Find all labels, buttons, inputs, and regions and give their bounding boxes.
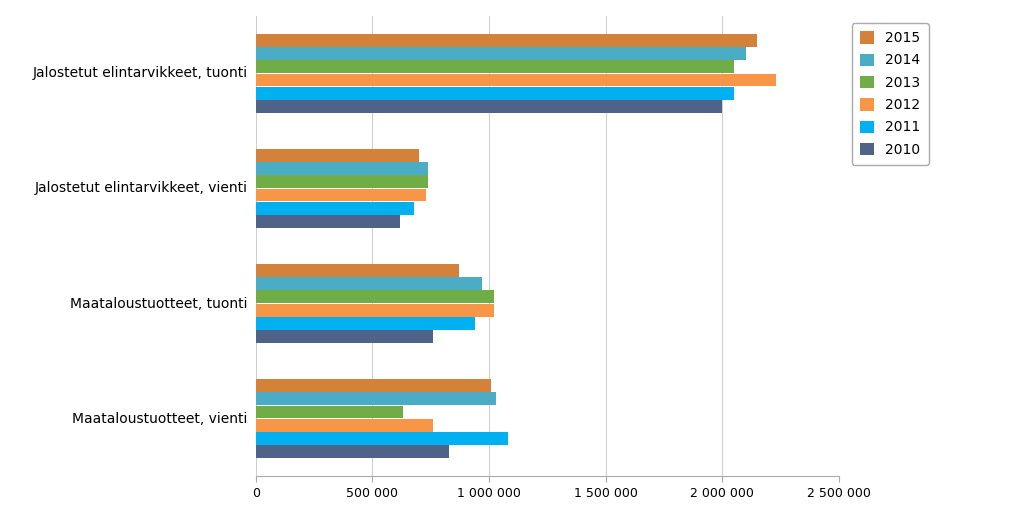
Bar bbox=[256, 393, 496, 405]
Bar bbox=[256, 264, 458, 277]
Bar bbox=[256, 100, 722, 113]
Bar bbox=[256, 290, 494, 303]
Bar bbox=[256, 149, 419, 162]
Bar bbox=[256, 330, 433, 343]
Bar bbox=[256, 406, 403, 418]
Bar bbox=[256, 215, 400, 228]
Bar bbox=[256, 34, 757, 47]
Bar bbox=[256, 47, 746, 60]
Bar bbox=[256, 379, 491, 392]
Bar bbox=[256, 74, 775, 86]
Bar bbox=[256, 304, 494, 316]
Bar bbox=[256, 432, 507, 445]
Bar bbox=[256, 419, 433, 432]
Legend: 2015, 2014, 2013, 2012, 2011, 2010: 2015, 2014, 2013, 2012, 2011, 2010 bbox=[851, 23, 929, 165]
Bar bbox=[256, 60, 733, 73]
Bar bbox=[256, 445, 449, 458]
Bar bbox=[256, 87, 733, 99]
Bar bbox=[256, 189, 426, 202]
Bar bbox=[256, 277, 482, 290]
Bar bbox=[256, 176, 429, 188]
Bar bbox=[256, 162, 429, 175]
Bar bbox=[256, 202, 414, 215]
Bar bbox=[256, 317, 475, 330]
